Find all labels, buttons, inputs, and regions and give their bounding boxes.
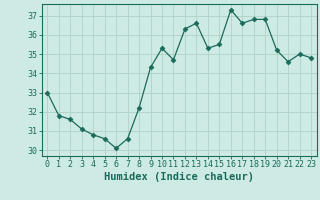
X-axis label: Humidex (Indice chaleur): Humidex (Indice chaleur) (104, 172, 254, 182)
